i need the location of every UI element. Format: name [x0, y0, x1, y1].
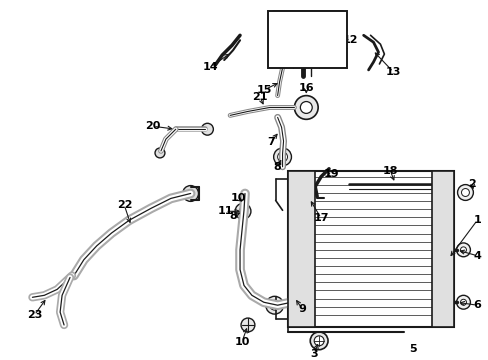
Circle shape — [155, 148, 164, 158]
FancyBboxPatch shape — [267, 10, 346, 68]
Circle shape — [456, 295, 469, 309]
Text: 8: 8 — [229, 211, 237, 221]
Circle shape — [239, 207, 246, 215]
Text: 17: 17 — [313, 213, 328, 223]
Text: 6: 6 — [472, 300, 480, 310]
Circle shape — [183, 185, 198, 201]
Circle shape — [277, 152, 287, 162]
Text: 8: 8 — [273, 162, 281, 172]
Circle shape — [305, 194, 313, 202]
Circle shape — [201, 123, 213, 135]
Circle shape — [314, 336, 324, 346]
Text: 21: 21 — [251, 91, 267, 102]
Circle shape — [460, 299, 466, 305]
Text: 18: 18 — [382, 166, 397, 176]
Text: 9: 9 — [298, 304, 305, 314]
Circle shape — [460, 247, 466, 253]
Circle shape — [300, 102, 311, 113]
Circle shape — [235, 203, 250, 219]
Circle shape — [309, 332, 327, 350]
Text: 10: 10 — [230, 193, 245, 203]
Circle shape — [456, 243, 469, 257]
FancyBboxPatch shape — [431, 171, 453, 327]
Circle shape — [461, 189, 468, 197]
Text: 20: 20 — [145, 121, 161, 131]
Circle shape — [265, 296, 283, 314]
Circle shape — [269, 300, 279, 310]
Text: 11: 11 — [217, 206, 232, 216]
Text: 3: 3 — [310, 348, 317, 359]
Text: 22: 22 — [117, 201, 132, 210]
Text: 5: 5 — [408, 344, 416, 354]
Text: 19: 19 — [324, 169, 339, 179]
Text: 23: 23 — [27, 310, 42, 320]
Text: 14: 14 — [202, 62, 218, 72]
Text: 4: 4 — [472, 251, 480, 261]
Text: 2: 2 — [468, 179, 475, 189]
FancyBboxPatch shape — [287, 171, 453, 327]
Text: 10: 10 — [234, 337, 249, 347]
Circle shape — [457, 185, 472, 201]
Text: 1: 1 — [472, 215, 480, 225]
Circle shape — [294, 96, 318, 119]
Text: 7: 7 — [266, 137, 274, 147]
Text: 15: 15 — [257, 85, 272, 95]
FancyBboxPatch shape — [287, 171, 315, 327]
Circle shape — [273, 148, 291, 166]
Text: 16: 16 — [298, 83, 313, 93]
Circle shape — [301, 190, 317, 206]
Circle shape — [241, 318, 254, 332]
Text: 13: 13 — [385, 67, 400, 77]
Text: 12: 12 — [342, 35, 358, 45]
